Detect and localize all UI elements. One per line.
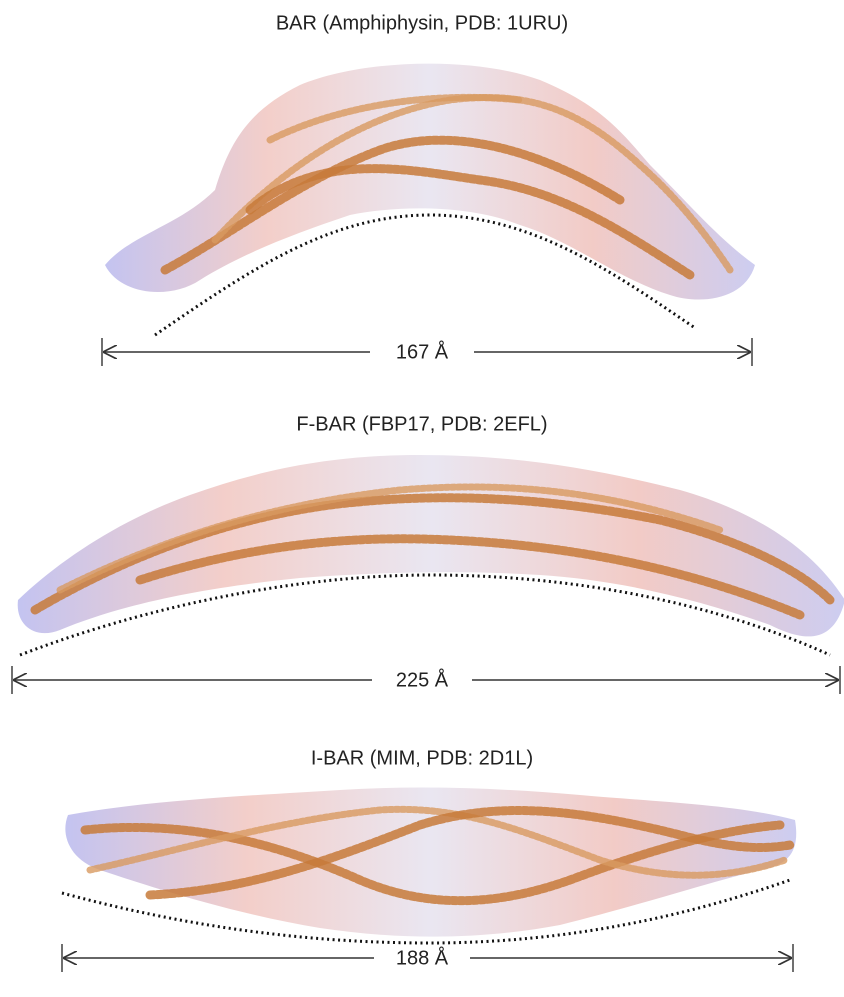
panel-title: BAR (Amphiphysin, PDB: 1URU) — [276, 12, 568, 34]
curvature — [19, 573, 831, 657]
helix — [145, 806, 795, 900]
helix — [245, 164, 695, 280]
panel-ibar: I-BAR (MIM, PDB: 2D1L) 188 Å — [61, 747, 797, 972]
helix — [135, 534, 805, 620]
panel-fbar: F-BAR (FBP17, PDB: 2EFL) 225 Å — [11, 413, 844, 694]
length-label: 167 Å — [396, 340, 449, 363]
helix — [56, 483, 724, 594]
curvature — [61, 878, 791, 945]
length-label: 188 Å — [396, 946, 449, 969]
panel-title: I-BAR (MIM, PDB: 2D1L) — [311, 747, 533, 769]
helix — [80, 820, 785, 906]
helix — [160, 135, 625, 275]
protein-surface — [105, 63, 755, 300]
helix — [266, 93, 524, 144]
length-label: 225 Å — [396, 668, 449, 691]
panel-title: F-BAR (FBP17, PDB: 2EFL) — [296, 413, 547, 435]
panel-bar: BAR (Amphiphysin, PDB: 1URU) 167 Å — [101, 12, 755, 366]
protein-surface — [17, 455, 844, 637]
